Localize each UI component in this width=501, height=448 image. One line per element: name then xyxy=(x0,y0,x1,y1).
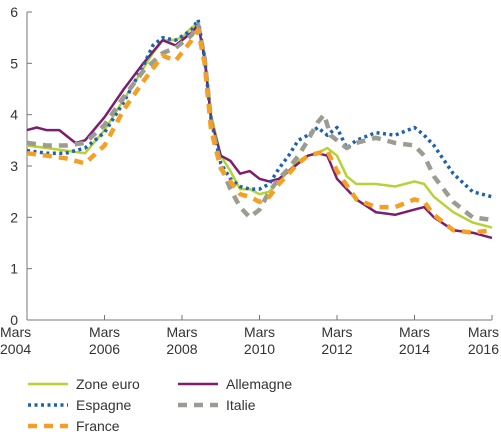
legend-label-france: France xyxy=(76,418,120,434)
axes xyxy=(26,11,493,321)
x-tick-year: 2006 xyxy=(89,341,120,357)
tick-labels: 0123456Mars2004Mars2006Mars2008Mars2010M… xyxy=(0,4,499,357)
legend: Zone euro Allemagne Espagne Italie France xyxy=(28,376,292,434)
legend-label-zone-euro: Zone euro xyxy=(76,376,140,392)
y-tick-label: 2 xyxy=(10,209,18,225)
x-tick-month: Mars xyxy=(166,324,197,340)
series-line-zone-euro xyxy=(26,23,493,229)
y-tick-label: 0 xyxy=(10,312,18,328)
x-tick-year: 2016 xyxy=(468,341,499,357)
y-tick-label: 1 xyxy=(10,261,18,277)
x-tick-month: Mars xyxy=(468,324,499,340)
x-tick-month: Mars xyxy=(89,324,120,340)
x-tick-month: Mars xyxy=(244,324,275,340)
y-tick-label: 6 xyxy=(10,4,18,20)
legend-label-allemagne: Allemagne xyxy=(226,376,292,392)
x-tick-year: 2010 xyxy=(244,341,275,357)
y-tick-label: 3 xyxy=(10,158,18,174)
x-tick-month: Mars xyxy=(399,324,430,340)
series-lines xyxy=(26,17,493,240)
series-line-italie xyxy=(26,22,493,223)
legend-label-espagne: Espagne xyxy=(76,397,131,413)
series-line-allemagne xyxy=(26,23,493,240)
y-tick-label: 5 xyxy=(10,55,18,71)
series-line-france xyxy=(26,27,493,235)
x-tick-month: Mars xyxy=(0,324,31,340)
x-tick-year: 2014 xyxy=(399,341,430,357)
x-tick-year: 2012 xyxy=(321,341,352,357)
x-tick-year: 2008 xyxy=(166,341,197,357)
y-tick-label: 4 xyxy=(10,107,18,123)
legend-label-italie: Italie xyxy=(226,397,256,413)
x-tick-month: Mars xyxy=(321,324,352,340)
series-line-espagne xyxy=(26,17,493,199)
x-tick-year: 2004 xyxy=(0,341,31,357)
